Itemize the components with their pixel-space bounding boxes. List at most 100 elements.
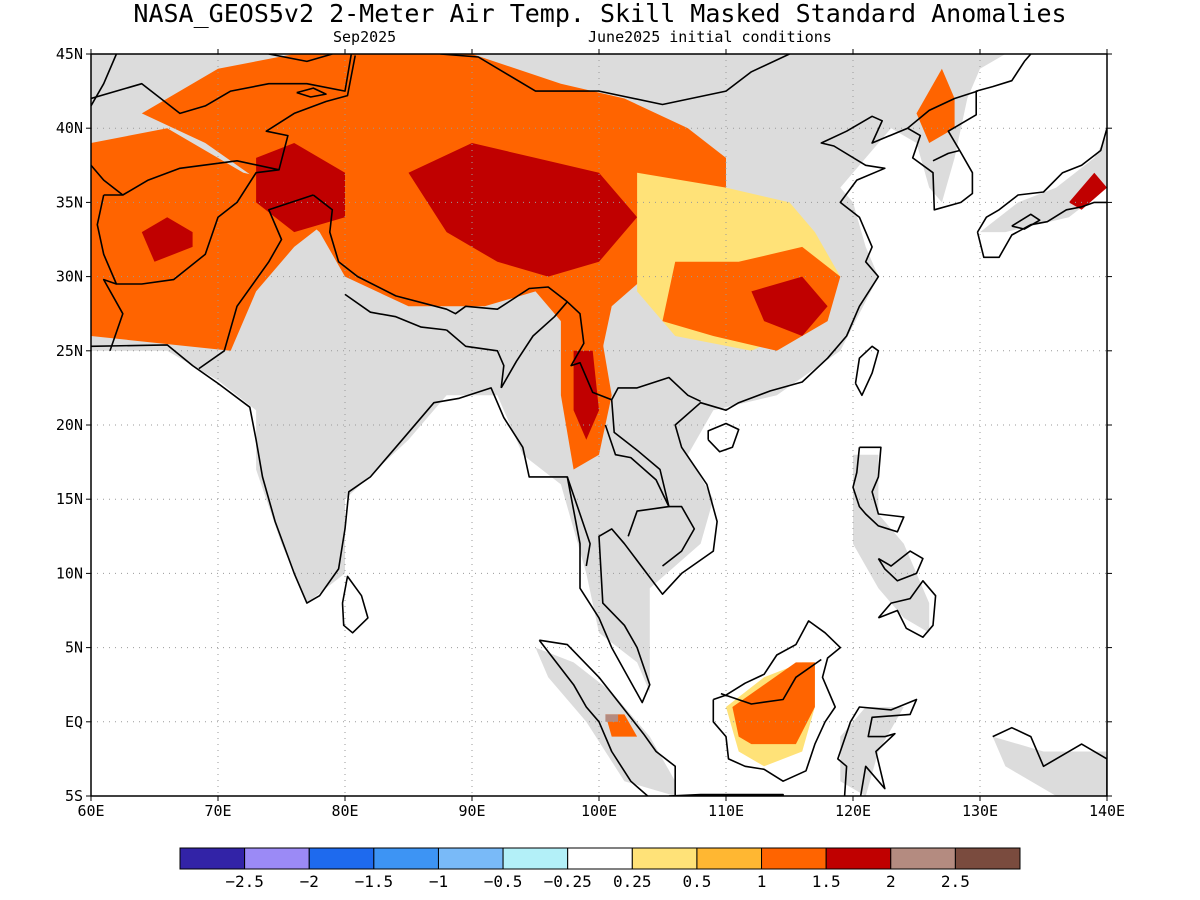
lat-tick-label: 15N	[56, 490, 83, 508]
border-iran-turkmen	[91, 164, 124, 196]
coast-mainland	[91, 54, 1032, 704]
colorbar-label: −0.5	[484, 872, 523, 891]
lon-tick-label: 100E	[581, 802, 617, 820]
colorbar-swatch	[437, 847, 504, 870]
coast-caspian	[91, 54, 118, 107]
lon-tick-label: 80E	[331, 802, 358, 820]
region-anom-tibet-core	[408, 143, 638, 277]
region-anom-sumatra-brown	[605, 714, 619, 722]
region-anom-borneo	[732, 662, 815, 745]
border-korea-dmz	[932, 149, 960, 162]
lat-tick-label: 5S	[65, 787, 83, 805]
border-himalaya	[312, 194, 701, 403]
colorbar-label: 1	[757, 872, 767, 891]
coast-hainan	[707, 422, 740, 453]
lon-tick-label: 90E	[458, 802, 485, 820]
border-pakistan-iran	[102, 278, 124, 352]
region-masked-newguinea	[992, 736, 1107, 796]
lat-tick-label: 30N	[56, 268, 83, 286]
colorbar-label: 2	[886, 872, 896, 891]
lon-tick-label: 120E	[835, 802, 871, 820]
colorbar-label: −1	[429, 872, 448, 891]
border-china-west	[265, 55, 356, 171]
lon-tick-label: 130E	[962, 802, 998, 820]
colorbar-label: 1.5	[812, 872, 841, 891]
colorbar-swatch	[502, 847, 569, 870]
longitude-axis: 60E 70E 80E 90E 100E 110E 120E 130E 140E	[77, 49, 1125, 820]
colorbar-label: −2	[300, 872, 319, 891]
lon-tick-label: 110E	[708, 802, 744, 820]
anomaly-regions	[91, 54, 1107, 796]
colorbar-swatch	[825, 847, 892, 870]
coast-mindanao	[877, 579, 937, 639]
coast-borneo	[712, 620, 842, 783]
lon-tick-label: 60E	[77, 802, 104, 820]
coast-sulawesi	[836, 698, 918, 796]
lon-tick-label: 140E	[1089, 802, 1125, 820]
lat-tick-label: 10N	[56, 564, 83, 582]
grid-lines	[91, 54, 1107, 796]
colorbar-label: 0.5	[682, 872, 711, 891]
colorbar-swatch	[308, 847, 375, 870]
colorbar-swatch	[890, 847, 956, 870]
colorbar-swatch	[373, 847, 439, 870]
colorbar: −2.5 −2 −1.5 −1 −0.5 −0.25 0.25 0.5 1 1.5 2 2.5	[179, 847, 1021, 891]
coast-taiwan	[854, 345, 880, 397]
coast-shikoku	[1011, 213, 1041, 230]
border-kazakh-south	[91, 54, 353, 115]
colorbar-swatch	[761, 847, 827, 870]
coast-issyk-kul	[296, 87, 327, 98]
lat-tick-label: 20N	[56, 416, 83, 434]
region-anom-japan	[1068, 172, 1107, 210]
region-masked-philippines	[853, 454, 930, 633]
colorbar-label: 0.25	[613, 872, 652, 891]
border-thailand-laos	[604, 424, 670, 537]
border-india-myanmar	[500, 301, 568, 389]
lat-tick-label: 35N	[56, 193, 83, 211]
lat-tick-label: 45N	[56, 45, 83, 63]
coast-kyushu-honshu	[976, 126, 1107, 259]
colorbar-label: −2.5	[225, 872, 264, 891]
border-bangladesh	[446, 329, 505, 388]
colorbar-swatch	[954, 847, 1021, 870]
colorbar-label: −1.5	[355, 872, 394, 891]
colorbar-swatch	[631, 847, 698, 870]
colorbar-swatch	[696, 847, 763, 870]
coast-luzon	[852, 446, 905, 533]
latitude-axis: 5S EQ 5N 10N 15N 20N 25N 30N 35N 40N 45N	[56, 45, 1112, 805]
map-title: NASA_GEOS5v2 2-Meter Air Temp. Skill Mas…	[133, 0, 1067, 28]
lat-tick-label: EQ	[65, 713, 83, 731]
region-anom-korea	[916, 68, 955, 143]
colorbar-label: −0.25	[544, 872, 592, 891]
coast-visayas	[877, 550, 924, 582]
coast-sumatra	[538, 639, 677, 796]
region-anom-myanmar-core	[573, 350, 599, 440]
coastlines	[91, 54, 1107, 796]
colorbar-swatch	[244, 847, 310, 870]
colorbar-label: 2.5	[941, 872, 970, 891]
border-afghanistan	[96, 160, 280, 285]
region-masked-sumatra	[535, 647, 676, 796]
region-anom-afghan-core	[141, 217, 193, 262]
border-nepal	[344, 293, 447, 331]
region-anom-karakoram	[256, 143, 345, 233]
coast-java	[668, 793, 784, 796]
region-anom-south-china-core	[751, 276, 828, 336]
border-borneo	[720, 658, 822, 705]
initial-conditions: June2025 initial conditions	[588, 28, 832, 46]
colorbar-swatch	[567, 847, 633, 870]
lat-tick-label: 5N	[65, 639, 83, 657]
lon-tick-label: 70E	[204, 802, 231, 820]
coast-new-guinea	[992, 726, 1107, 796]
lat-tick-label: 25N	[56, 342, 83, 360]
colorbar-swatch	[179, 847, 246, 870]
coast-sri-lanka	[341, 575, 369, 634]
political-borders	[91, 54, 978, 705]
border-china-korea	[907, 90, 978, 129]
forecast-month: Sep2025	[333, 28, 397, 46]
lat-tick-label: 40N	[56, 119, 83, 137]
border-mongolia	[440, 54, 790, 106]
coast-lake-balkhash	[268, 54, 333, 63]
plot-area	[91, 54, 1107, 796]
